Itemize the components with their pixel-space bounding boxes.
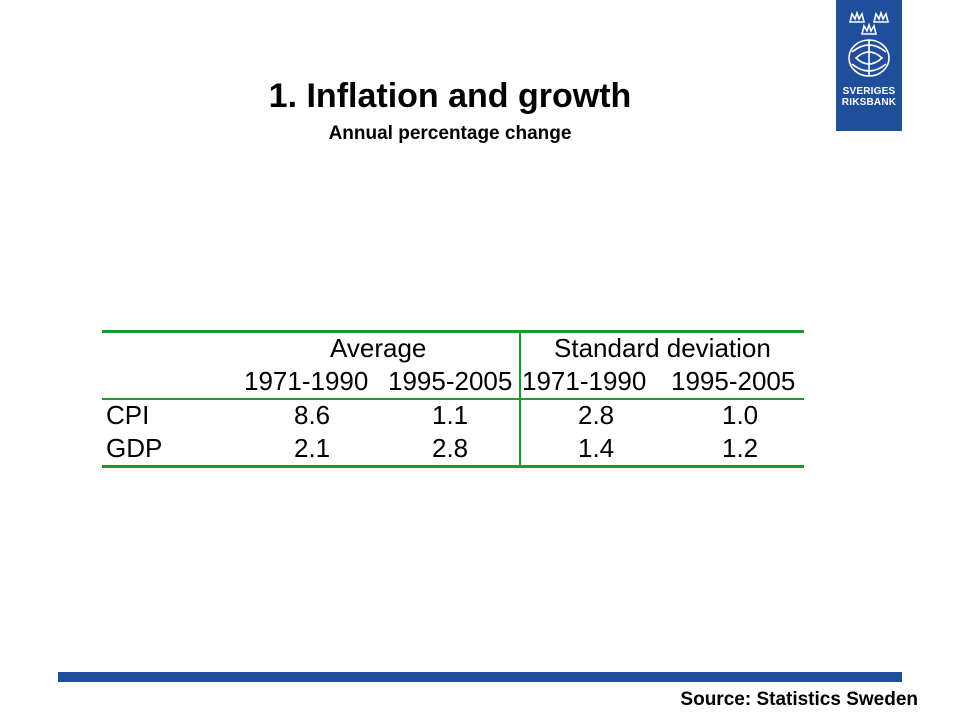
group-header-standard-deviation: Standard deviation <box>554 333 771 363</box>
table-group-separator <box>519 330 521 468</box>
table-cell: 1.4 <box>578 433 615 463</box>
table-cell: 8.6 <box>294 400 331 430</box>
riksbank-logo: SVERIGES RIKSBANK <box>836 0 902 131</box>
table-bottom-rule <box>102 465 804 468</box>
table-cell: 1.1 <box>432 400 469 430</box>
riksbank-crown-emblem-icon <box>848 10 890 77</box>
period-header: 1995-2005 <box>388 366 513 396</box>
footer-bar <box>58 672 902 682</box>
page-subtitle: Annual percentage change <box>328 123 572 144</box>
logo-line-riksbank: RIKSBANK <box>841 97 897 108</box>
logo-line-sveriges: SVERIGES <box>842 86 896 97</box>
row-label-gdp: GDP <box>106 433 163 463</box>
table-cell: 1.0 <box>722 400 759 430</box>
data-table: Average Standard deviation 1971-1990 199… <box>102 330 804 468</box>
table-cell: 1.2 <box>722 433 759 463</box>
table-cell: 2.1 <box>294 433 331 463</box>
table-top-rule <box>102 330 804 333</box>
source-note: Source: Statistics Sweden <box>680 689 918 710</box>
table-header-rule <box>102 398 804 400</box>
period-header: 1971-1990 <box>244 366 369 396</box>
table-cell: 2.8 <box>578 400 615 430</box>
period-header: 1995-2005 <box>671 366 796 396</box>
table-cell: 2.8 <box>432 433 469 463</box>
period-header: 1971-1990 <box>522 366 647 396</box>
page-title: 1. Inflation and growth <box>268 77 632 115</box>
row-label-cpi: CPI <box>106 400 150 430</box>
group-header-average: Average <box>330 333 427 363</box>
